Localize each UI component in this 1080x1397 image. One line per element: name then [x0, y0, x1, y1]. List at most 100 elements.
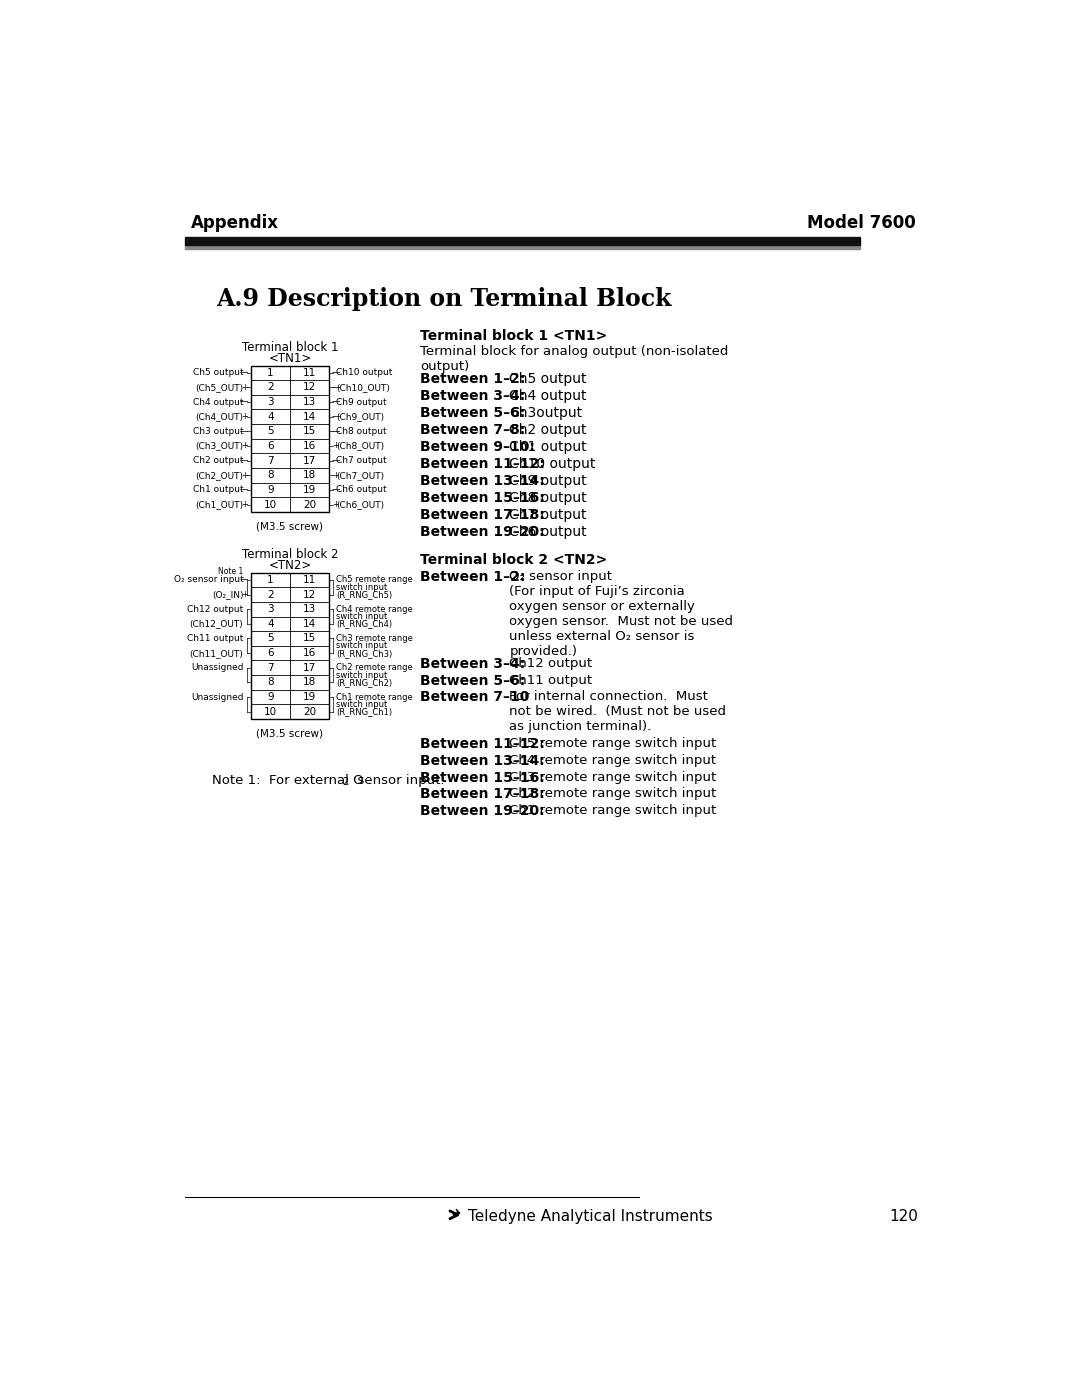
Text: (Ch6_OUT): (Ch6_OUT) — [337, 500, 384, 509]
Text: O₂ sensor input: O₂ sensor input — [174, 576, 243, 584]
Text: Terminal block for analog output (non-isolated
output): Terminal block for analog output (non-is… — [420, 345, 729, 373]
Text: +: + — [332, 441, 339, 450]
Text: Between 3–4:: Between 3–4: — [420, 657, 526, 671]
Text: —: — — [332, 457, 340, 465]
Text: Ch10 output: Ch10 output — [510, 457, 596, 471]
Text: 19: 19 — [302, 485, 316, 495]
Bar — [252, 573, 328, 719]
Text: 16: 16 — [302, 441, 316, 451]
Text: Ch6 output: Ch6 output — [337, 485, 387, 495]
Text: (R_RNG_Ch1): (R_RNG_Ch1) — [337, 707, 393, 717]
Text: (Ch2_OUT): (Ch2_OUT) — [195, 471, 243, 479]
Text: (Ch5_OUT): (Ch5_OUT) — [195, 383, 243, 393]
Text: Ch5 output: Ch5 output — [193, 369, 243, 377]
Text: 6: 6 — [268, 441, 274, 451]
Text: Between 3–4:: Between 3–4: — [420, 390, 526, 404]
Text: Ch2 output: Ch2 output — [510, 423, 586, 437]
Text: 17: 17 — [302, 662, 316, 673]
Text: Ch2 output: Ch2 output — [193, 457, 243, 465]
Text: Ch12 output: Ch12 output — [187, 605, 243, 613]
Text: 7: 7 — [268, 662, 274, 673]
Text: Appendix: Appendix — [191, 214, 279, 232]
Text: Ch8 output: Ch8 output — [337, 427, 387, 436]
Text: —: — — [240, 398, 248, 407]
Text: Ch2 remote range switch input: Ch2 remote range switch input — [510, 788, 716, 800]
Text: Ch9 output: Ch9 output — [510, 474, 586, 488]
Text: Between 13–14:: Between 13–14: — [420, 474, 545, 488]
Text: 14: 14 — [302, 412, 316, 422]
Text: Ch5 output: Ch5 output — [510, 373, 586, 387]
Text: 16: 16 — [302, 648, 316, 658]
Text: Between 15–16:: Between 15–16: — [420, 490, 545, 506]
Text: Ch8 output: Ch8 output — [510, 490, 586, 506]
Text: —: — — [332, 427, 340, 436]
Text: 19: 19 — [302, 692, 316, 703]
Text: +: + — [241, 590, 248, 599]
Text: Ch11 output: Ch11 output — [510, 673, 593, 686]
Text: Between 7–8:: Between 7–8: — [420, 423, 526, 437]
Text: Unassigned: Unassigned — [191, 693, 243, 701]
Text: (Ch10_OUT): (Ch10_OUT) — [337, 383, 390, 393]
Text: Ch9 output: Ch9 output — [337, 398, 387, 407]
Text: Model 7600: Model 7600 — [808, 214, 916, 232]
Text: 3: 3 — [268, 397, 274, 407]
Text: switch input: switch input — [337, 583, 388, 592]
Text: Between 5–6:: Between 5–6: — [420, 407, 526, 420]
Text: +: + — [332, 471, 339, 479]
Text: 14: 14 — [302, 619, 316, 629]
Text: Ch3 output: Ch3 output — [193, 427, 243, 436]
Text: +: + — [241, 383, 248, 393]
Text: (R_RNG_Ch2): (R_RNG_Ch2) — [337, 678, 393, 687]
Text: —: — — [240, 485, 248, 495]
Text: Ch11 output: Ch11 output — [187, 634, 243, 643]
Text: 13: 13 — [302, 397, 316, 407]
Text: Terminal block 1: Terminal block 1 — [242, 341, 338, 353]
Text: Ch10 output: Ch10 output — [337, 369, 393, 377]
Text: 11: 11 — [302, 367, 316, 377]
Text: Ch1 remote range: Ch1 remote range — [337, 693, 414, 701]
Text: Terminal block 2: Terminal block 2 — [242, 548, 338, 562]
Text: +: + — [241, 412, 248, 422]
Text: (Ch7_OUT): (Ch7_OUT) — [337, 471, 384, 479]
Text: Ch5 remote range: Ch5 remote range — [337, 576, 414, 584]
Text: 5: 5 — [268, 633, 274, 644]
Text: 1: 1 — [268, 576, 274, 585]
Text: 3: 3 — [268, 605, 274, 615]
Text: 8: 8 — [268, 471, 274, 481]
Text: (M3.5 screw): (M3.5 screw) — [257, 728, 324, 738]
Text: (R_RNG_Ch5): (R_RNG_Ch5) — [337, 590, 393, 599]
Text: (Ch1_OUT): (Ch1_OUT) — [195, 500, 243, 509]
Text: 7: 7 — [268, 455, 274, 465]
Text: Ch5 remote range switch input: Ch5 remote range switch input — [510, 736, 716, 750]
Text: +: + — [241, 441, 248, 450]
Text: <TN2>: <TN2> — [268, 559, 312, 571]
Text: 10: 10 — [265, 500, 278, 510]
Text: (O₂_IN): (O₂_IN) — [212, 590, 243, 599]
Text: Ch7 output: Ch7 output — [337, 457, 387, 465]
Text: 2: 2 — [342, 777, 349, 787]
Text: Between 15–16:: Between 15–16: — [420, 771, 545, 785]
Text: +: + — [241, 471, 248, 479]
Text: Note 1:  For external O: Note 1: For external O — [213, 774, 364, 788]
Text: Between 13–14:: Between 13–14: — [420, 753, 545, 767]
Text: —: — — [240, 576, 248, 584]
Text: switch input: switch input — [337, 641, 388, 651]
Text: 8: 8 — [268, 678, 274, 687]
Text: 17: 17 — [302, 455, 316, 465]
Text: Ch4 output: Ch4 output — [510, 390, 586, 404]
Text: Teledyne Analytical Instruments: Teledyne Analytical Instruments — [469, 1208, 713, 1224]
Text: Ch7 output: Ch7 output — [510, 509, 586, 522]
Text: 20: 20 — [302, 707, 316, 717]
Text: —: — — [240, 427, 248, 436]
Text: —: — — [240, 369, 248, 377]
Text: switch input: switch input — [337, 700, 388, 708]
Text: O₂ sensor input: O₂ sensor input — [510, 570, 612, 583]
Text: Between 7–10: Between 7–10 — [420, 690, 529, 704]
Text: (For input of Fuji’s zirconia
oxygen sensor or externally
oxygen sensor.  Must n: (For input of Fuji’s zirconia oxygen sen… — [510, 585, 733, 658]
Text: 9: 9 — [268, 485, 274, 495]
Text: —: — — [240, 457, 248, 465]
Bar — [186, 237, 860, 244]
Text: —: — — [332, 398, 340, 407]
Text: 4: 4 — [268, 619, 274, 629]
Text: sensor input.: sensor input. — [349, 774, 444, 788]
